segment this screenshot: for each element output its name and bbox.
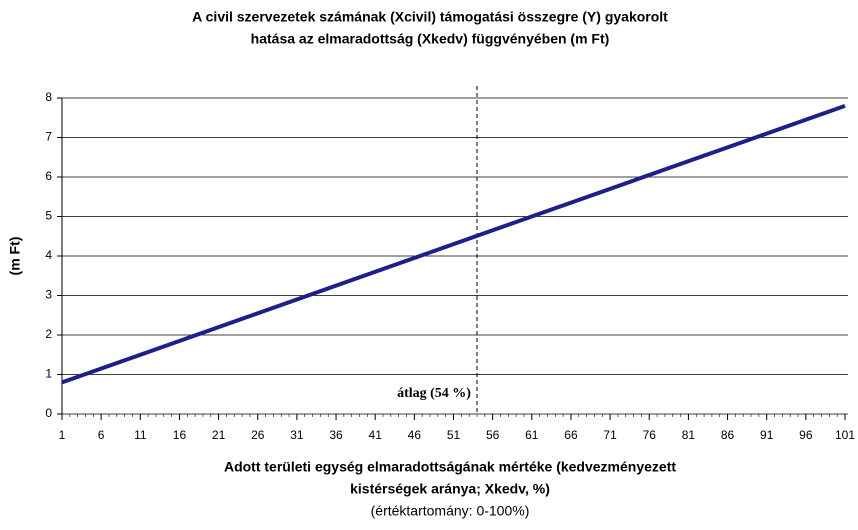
y-tick-label: 3 bbox=[45, 288, 52, 302]
y-tick-label: 6 bbox=[45, 169, 52, 183]
x-tick-label: 21 bbox=[212, 428, 226, 442]
x-tick-label: 61 bbox=[525, 428, 539, 442]
x-tick-label: 26 bbox=[251, 428, 265, 442]
x-tick-label: 76 bbox=[643, 428, 657, 442]
x-tick-label: 11 bbox=[134, 428, 147, 442]
x-tick-label: 101 bbox=[835, 428, 855, 442]
y-tick-label: 4 bbox=[45, 248, 52, 262]
x-tick-label: 51 bbox=[447, 428, 461, 442]
y-tick-label: 0 bbox=[45, 406, 52, 420]
chart-title: A civil szervezetek számának (Xcivil) tá… bbox=[192, 9, 668, 25]
x-axis-label: Adott területi egység elmaradottságának … bbox=[224, 459, 676, 475]
line-series bbox=[61, 104, 846, 385]
x-tick-label: 71 bbox=[603, 428, 617, 442]
x-tick-label: 56 bbox=[486, 428, 500, 442]
x-axis-label: kistérségek aránya; Xkedv, %) bbox=[350, 481, 550, 497]
x-axis-label: (értéktartomány: 0-100%) bbox=[371, 503, 530, 519]
y-tick-label: 8 bbox=[45, 90, 52, 104]
x-tick-label: 66 bbox=[564, 428, 578, 442]
x-tick-label: 41 bbox=[369, 428, 383, 442]
annotation: átlag (54 %) bbox=[397, 386, 471, 401]
x-tick-label: 91 bbox=[760, 428, 774, 442]
x-tick-label: 1 bbox=[59, 428, 66, 442]
y-axis-label: (m Ft) bbox=[7, 237, 23, 276]
y-tick-label: 5 bbox=[45, 209, 52, 223]
chart-title: hatása az elmaradottság (Xkedv) függvény… bbox=[251, 31, 610, 47]
x-tick-label: 96 bbox=[799, 428, 813, 442]
x-tick-label: 6 bbox=[98, 428, 105, 442]
x-tick-label: 36 bbox=[329, 428, 343, 442]
x-tick-label: 86 bbox=[721, 428, 735, 442]
y-tick-label: 1 bbox=[45, 367, 52, 381]
x-tick-label: 46 bbox=[408, 428, 422, 442]
y-tick-label: 2 bbox=[45, 327, 52, 341]
y-tick-label: 7 bbox=[45, 130, 52, 144]
x-tick-label: 81 bbox=[682, 428, 696, 442]
x-tick-label: 31 bbox=[290, 428, 304, 442]
x-tick-label: 16 bbox=[173, 428, 187, 442]
